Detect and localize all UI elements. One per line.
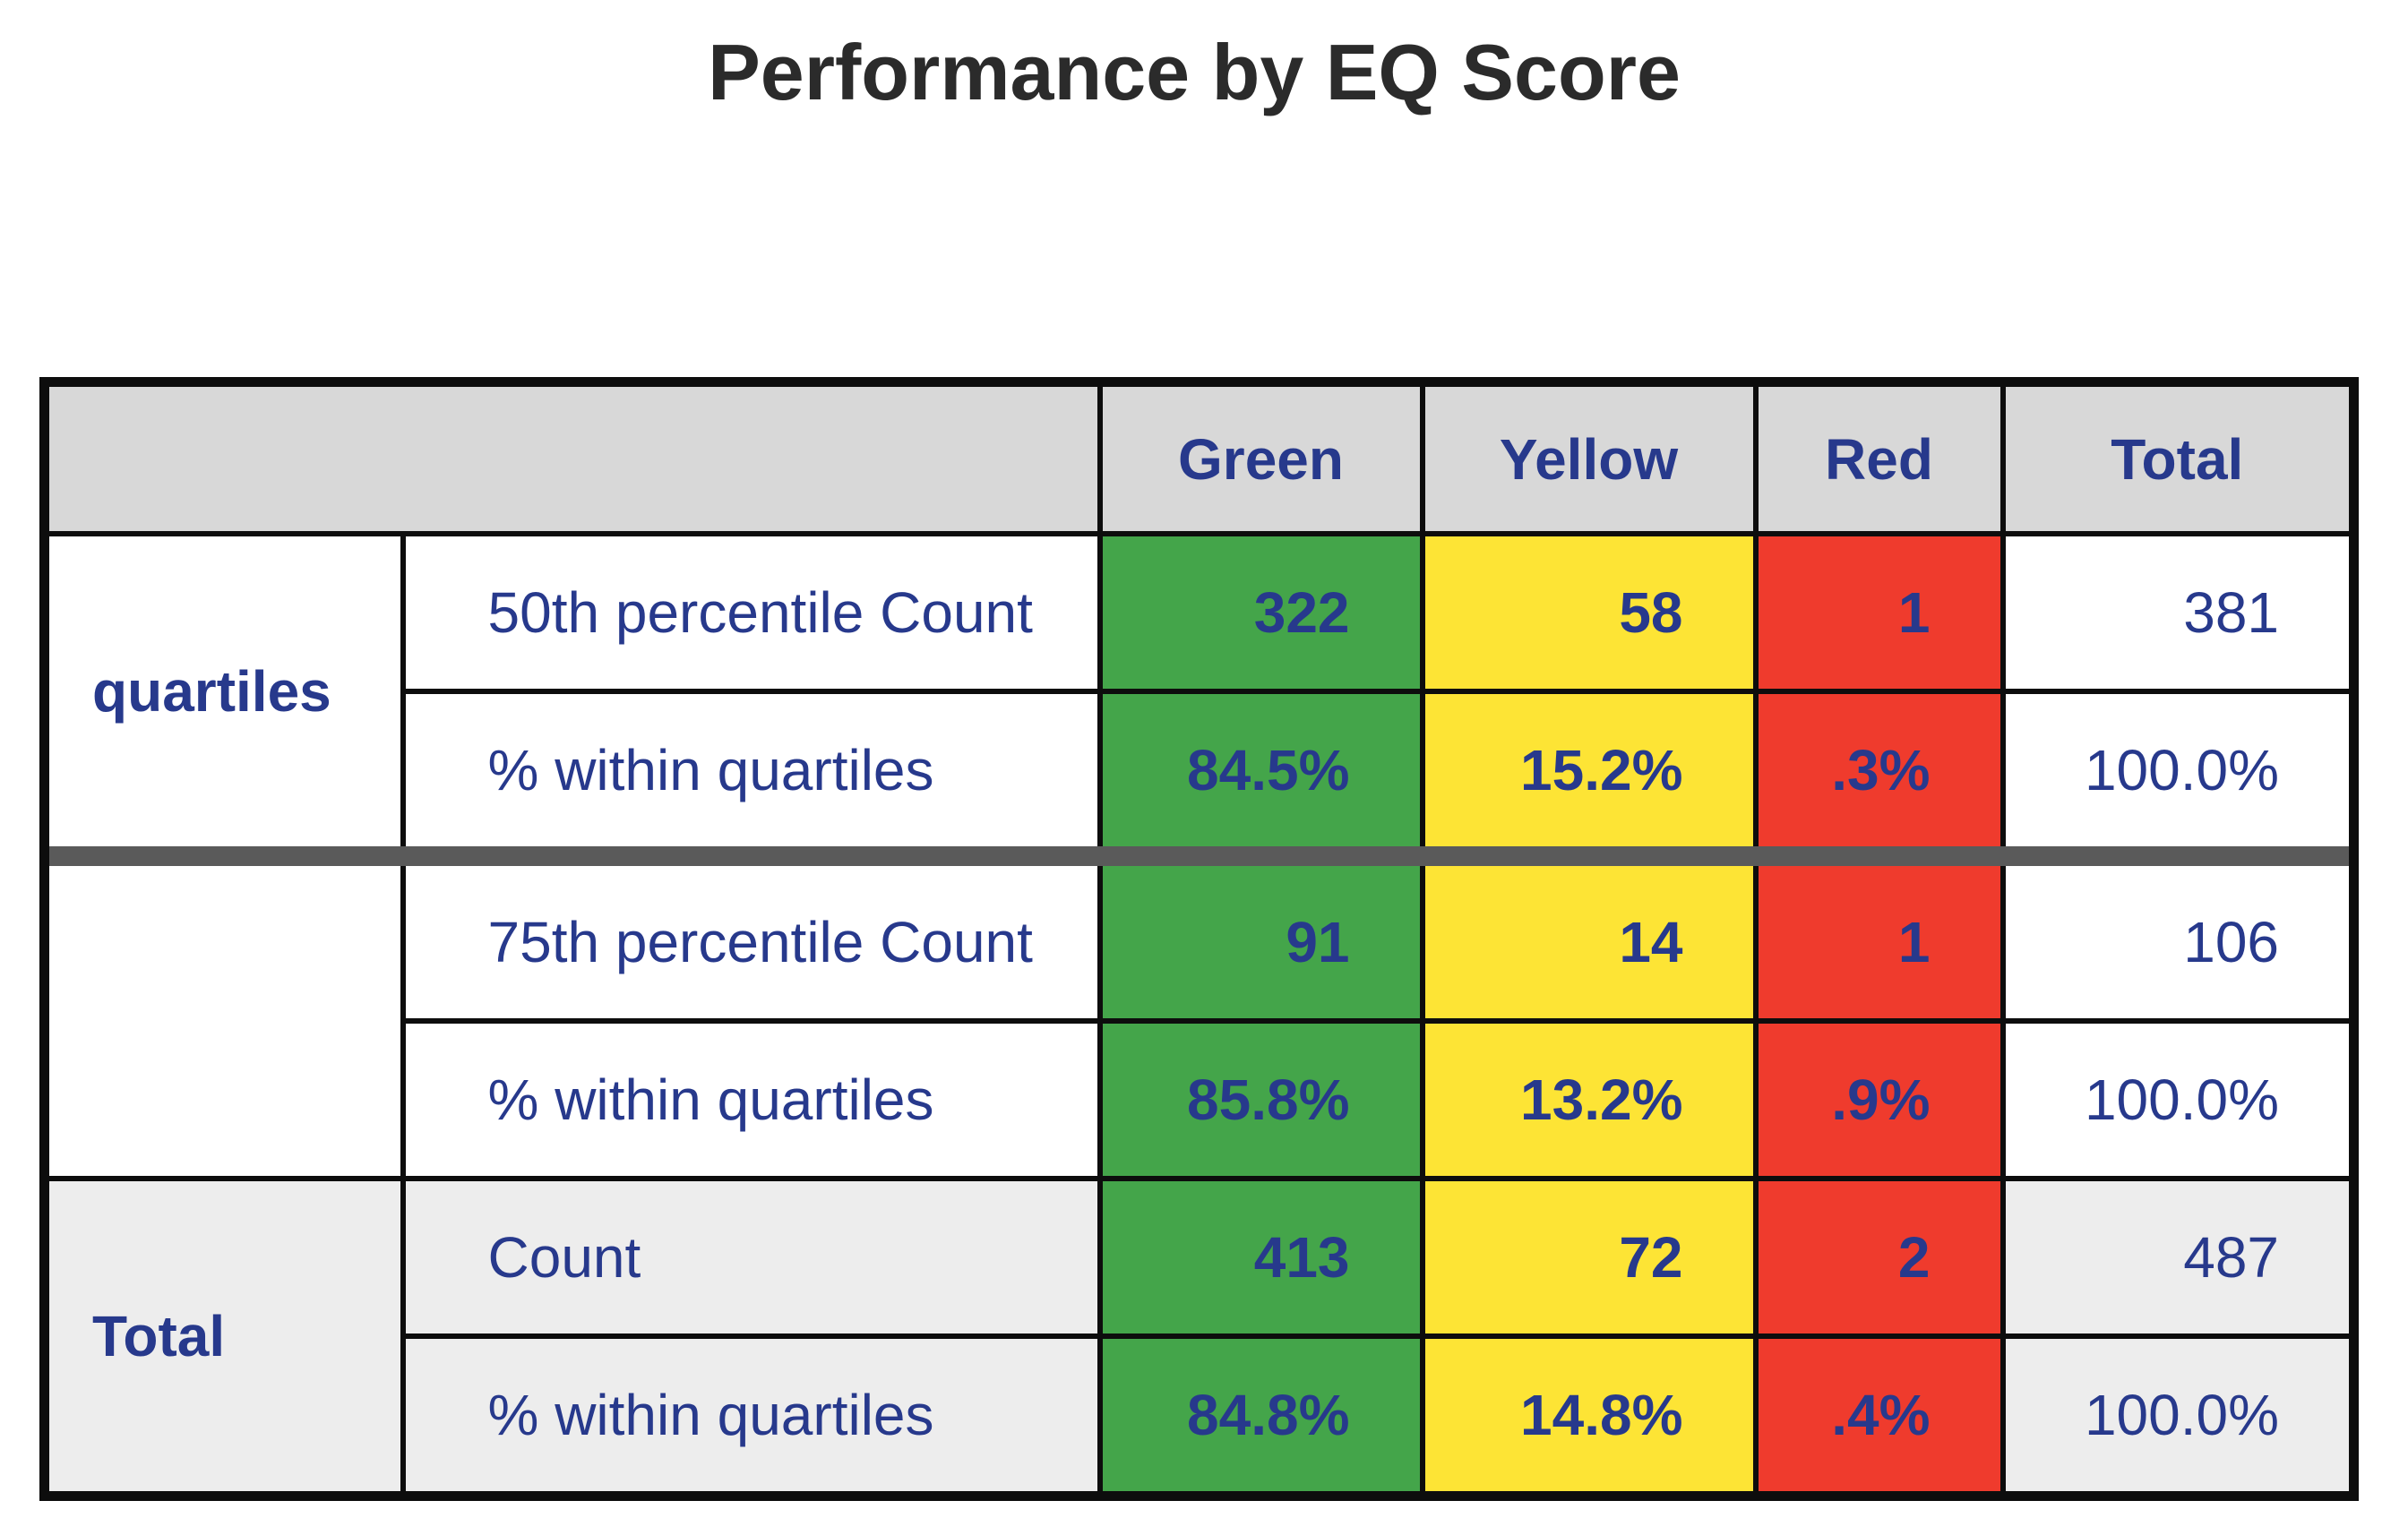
value-cell-green: 322	[1096, 531, 1425, 694]
value-cell-red: 2	[1752, 1176, 2006, 1339]
stat-label: 75th percentile Count	[400, 861, 1103, 1024]
table-row: % within quartiles 84.8% 14.8% .4% 100.0…	[45, 1333, 2357, 1499]
value-cell-yellow: 13.2%	[1419, 1018, 1759, 1181]
header-cell-red: Red	[1752, 379, 2006, 536]
value-cell-red: .3%	[1752, 689, 2006, 852]
value-cell-red: 1	[1752, 531, 2006, 694]
value-cell-red: .4%	[1752, 1333, 2006, 1499]
value-cell-total: 381	[2000, 531, 2357, 694]
value-cell-yellow: 72	[1419, 1176, 1759, 1339]
table-row: quartiles 50th percentile Count 322 58 1…	[41, 531, 2357, 852]
stat-label: 50th percentile Count	[400, 531, 1103, 694]
table-row: % within quartiles 84.5% 15.2% .3% 100.0…	[45, 689, 2357, 852]
page-title: Performance by EQ Score	[708, 28, 1681, 116]
value-cell-green: 413	[1096, 1176, 1425, 1339]
value-cell-green: 84.8%	[1096, 1333, 1425, 1499]
value-cell-yellow: 15.2%	[1419, 689, 1759, 852]
value-cell-total: 106	[2000, 861, 2357, 1024]
group-label-quartiles: quartiles	[41, 531, 406, 852]
group-divider	[41, 846, 2357, 866]
header-cell-green: Green	[1096, 379, 1425, 536]
crosstab-table: Green Yellow Red Total quartiles 50th pe…	[39, 377, 2359, 1501]
value-cell-green: 85.8%	[1096, 1018, 1425, 1181]
table-row: Total Count 413 72 2 487	[41, 1176, 2357, 1499]
table-row: 75th percentile Count 91 14 1 106	[41, 861, 2357, 1181]
value-cell-total: 100.0%	[2000, 1018, 2357, 1181]
stat-label: % within quartiles	[400, 1333, 1103, 1499]
header-row: Green Yellow Red Total	[41, 379, 2357, 536]
value-cell-total: 100.0%	[2000, 1333, 2357, 1499]
value-cell-yellow: 58	[1419, 531, 1759, 694]
group-label-total: Total	[41, 1176, 406, 1499]
value-cell-red: 1	[1752, 861, 2006, 1024]
value-cell-yellow: 14.8%	[1419, 1333, 1759, 1499]
header-cell-total: Total	[2000, 379, 2357, 536]
group-label-empty	[41, 861, 406, 1181]
stat-label: % within quartiles	[400, 689, 1103, 852]
header-corner-cell	[41, 379, 1103, 536]
value-cell-total: 487	[2000, 1176, 2357, 1339]
value-cell-green: 91	[1096, 861, 1425, 1024]
value-cell-green: 84.5%	[1096, 689, 1425, 852]
header-cell-yellow: Yellow	[1419, 379, 1759, 536]
value-cell-total: 100.0%	[2000, 689, 2357, 852]
value-cell-red: .9%	[1752, 1018, 2006, 1181]
table-row: % within quartiles 85.8% 13.2% .9% 100.0…	[45, 1018, 2357, 1181]
stat-label: Count	[400, 1176, 1103, 1339]
stat-label: % within quartiles	[400, 1018, 1103, 1181]
value-cell-yellow: 14	[1419, 861, 1759, 1024]
group-divider-row	[41, 846, 2357, 866]
